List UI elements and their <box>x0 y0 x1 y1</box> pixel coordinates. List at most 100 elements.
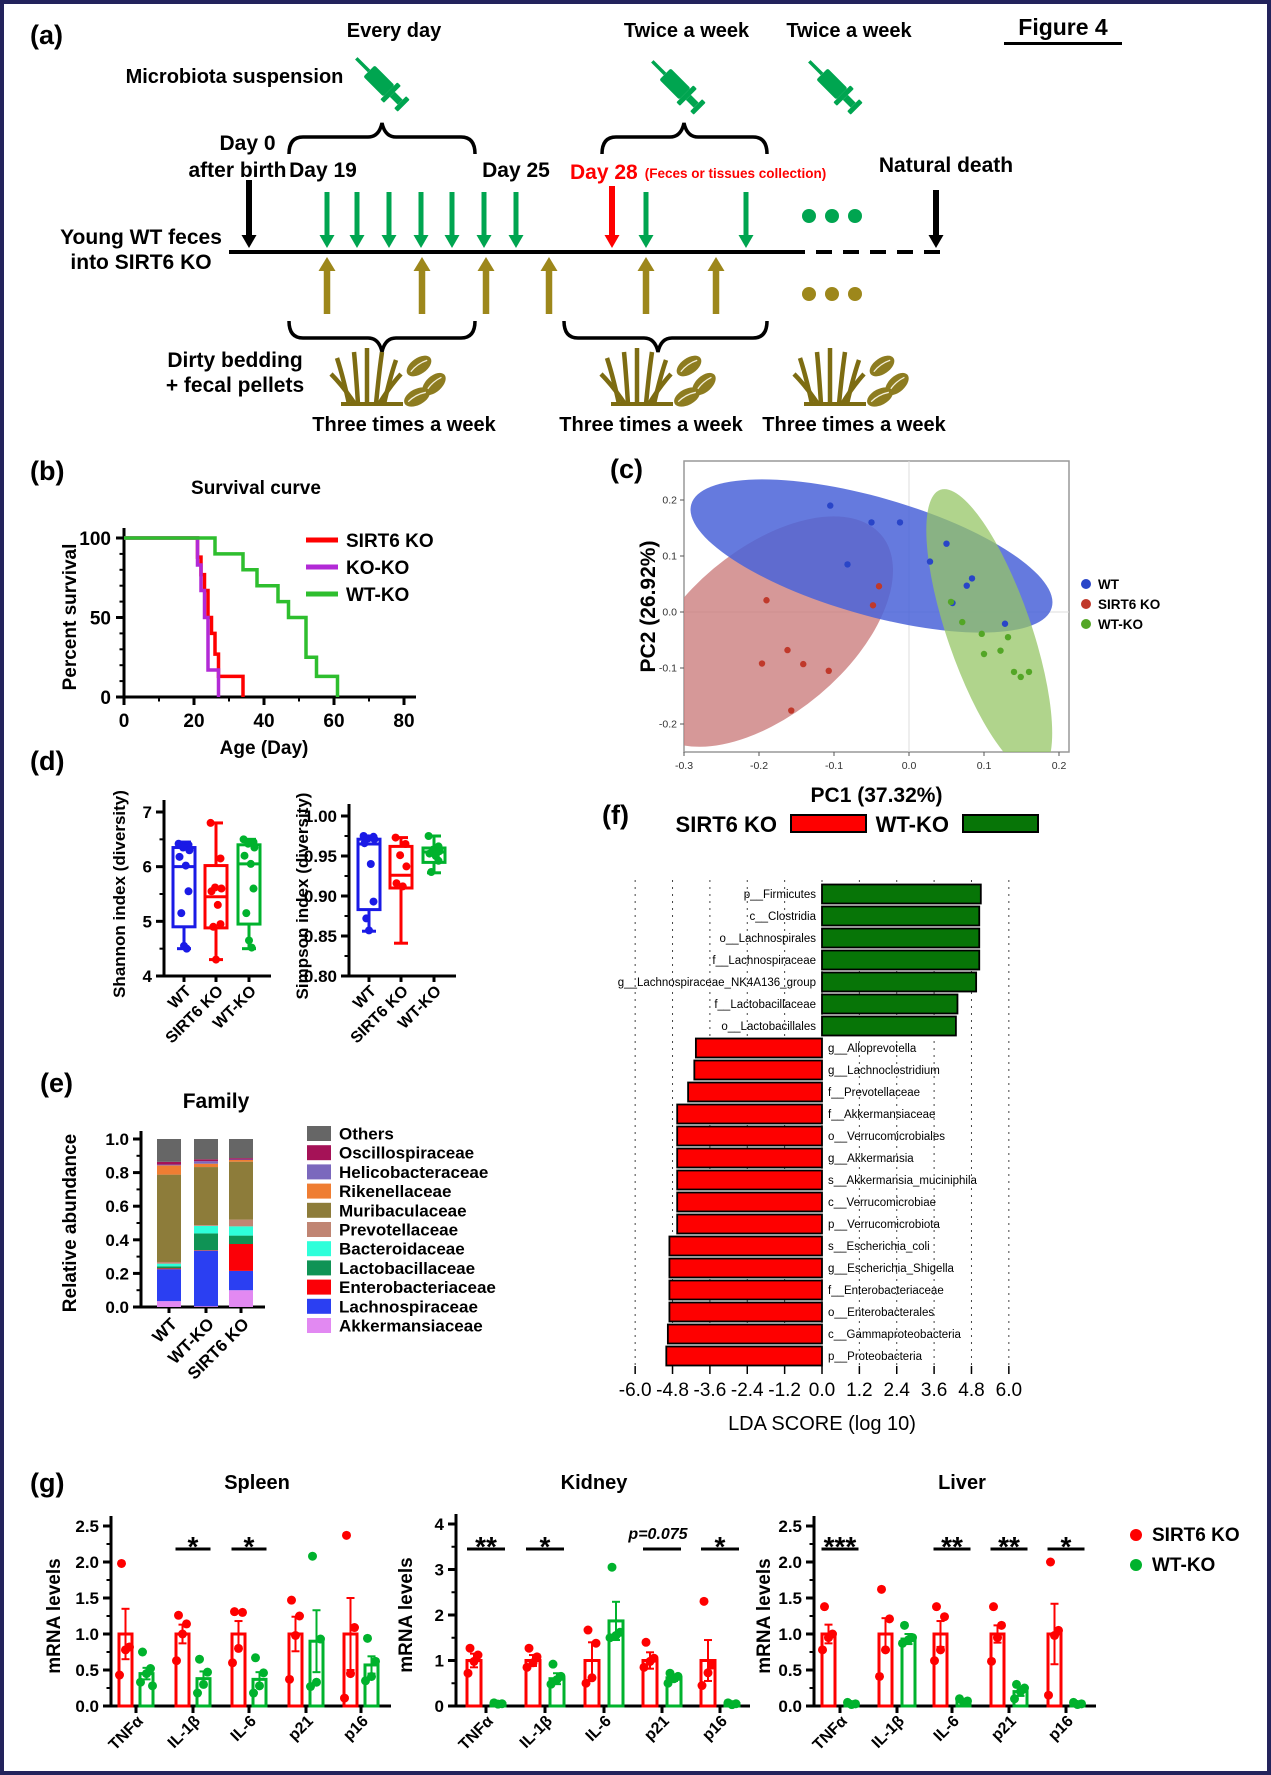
dirty-bedding-label: Dirty bedding + fecal pellets <box>165 349 305 397</box>
pca-legend-item: SIRT6 KO <box>1098 597 1160 612</box>
lda-bar <box>676 1191 823 1213</box>
down-arrow-icon <box>476 235 492 248</box>
svg-text:0.90: 0.90 <box>304 887 337 906</box>
g-legend-item: SIRT6 KO <box>1152 1525 1240 1546</box>
svg-text:0.5: 0.5 <box>778 1661 802 1680</box>
svg-text:0.80: 0.80 <box>304 967 337 986</box>
svg-text:p16: p16 <box>1045 1713 1077 1745</box>
svg-text:5: 5 <box>143 912 152 931</box>
up-arrow-icon <box>540 257 558 271</box>
family-legend-item: Muribaculaceae <box>339 1201 467 1220</box>
survival-series-ko-ko <box>124 536 221 697</box>
svg-text:1.5: 1.5 <box>75 1589 99 1608</box>
sig-stars: *** <box>824 1531 857 1562</box>
sig-stars: ** <box>941 1531 963 1562</box>
survival-legend-item: WT-KO <box>346 585 409 606</box>
lda-bar-label: f__Lactobacillaceae <box>714 999 816 1011</box>
svg-text:p21: p21 <box>641 1713 673 1745</box>
lda-bar-label: p__Firmicutes <box>744 889 816 901</box>
brace <box>600 122 769 155</box>
lda-bar-label: c__Clostridia <box>750 911 817 923</box>
svg-text:-0.3: -0.3 <box>675 760 693 772</box>
continuation-dot <box>825 287 839 301</box>
syringe-icon <box>651 60 706 115</box>
svg-text:0.0: 0.0 <box>105 1298 129 1317</box>
lda-bar <box>676 1103 823 1125</box>
svg-text:20: 20 <box>183 711 204 732</box>
bar <box>989 1632 1006 1708</box>
svg-text:3.6: 3.6 <box>921 1380 947 1401</box>
lda-bar <box>665 1345 823 1367</box>
lda-bar-label: g__Lachnospiraceae_NK4A136_group <box>618 977 816 989</box>
svg-text:-3.6: -3.6 <box>694 1380 727 1401</box>
bar <box>820 1632 837 1708</box>
lda-bar-label: o__Enterobacterales <box>828 1307 934 1319</box>
g-legend-item: WT-KO <box>1152 1555 1215 1576</box>
family-legend-item: Rikenellaceae <box>339 1182 451 1201</box>
lda-bar-label: g__Lachnoclostridium <box>828 1065 940 1077</box>
lda-bar <box>666 1323 823 1345</box>
box-ylabel: Shannon index (diversity) <box>110 790 129 998</box>
lda-bar-label: g__Escherichia_Shigella <box>828 1263 955 1275</box>
panel-f-label: (f) <box>602 800 629 830</box>
survival-series-sirt6-ko <box>124 536 245 697</box>
panel-b-label: (b) <box>30 456 65 486</box>
down-arrow-icon <box>319 235 335 248</box>
every-day-label: Every day <box>346 20 442 42</box>
day28-label-row: Day 28 (Feces or tissues collection) <box>570 161 826 185</box>
lda-bar <box>693 1059 823 1081</box>
brace <box>562 320 769 353</box>
svg-text:4.8: 4.8 <box>958 1380 984 1401</box>
svg-text:1.5: 1.5 <box>778 1589 802 1608</box>
three-times-label-2: Three times a week <box>559 414 743 436</box>
lda-bar-label: o__Verrucomicrobiales <box>828 1131 945 1143</box>
svg-text:TNFα: TNFα <box>106 1713 147 1754</box>
lda-bar <box>668 1301 823 1323</box>
svg-text:IL-6: IL-6 <box>228 1713 260 1745</box>
svg-text:50: 50 <box>90 609 111 630</box>
svg-text:-2.4: -2.4 <box>731 1380 764 1401</box>
svg-text:0.2: 0.2 <box>105 1264 129 1283</box>
panel-e-label: (e) <box>40 1068 73 1098</box>
svg-text:p21: p21 <box>988 1713 1020 1745</box>
svg-text:-0.1: -0.1 <box>659 663 677 675</box>
family-legend-item: Lactobacillaceae <box>339 1259 475 1278</box>
bar <box>900 1637 917 1708</box>
svg-text:40: 40 <box>253 711 274 732</box>
lda-bar <box>821 993 959 1015</box>
continuation-dot <box>802 287 816 301</box>
syringe-icon <box>808 60 863 115</box>
svg-text:0.85: 0.85 <box>304 927 337 946</box>
svg-text:2: 2 <box>435 1606 444 1625</box>
after-birth-label: after birth <box>188 159 287 182</box>
lda-bar-label: c__Gammaproteobacteria <box>828 1329 962 1341</box>
lda-bar-label: f__Enterobacteriaceae <box>828 1285 944 1297</box>
lda-bar-label: o__Lachnospirales <box>719 933 816 945</box>
box-ylabel: Simpson index (diversity) <box>293 793 312 1000</box>
svg-text:0: 0 <box>119 711 130 732</box>
day25-label: Day 25 <box>482 159 550 182</box>
figure-title: Figure 4 <box>1004 14 1122 45</box>
svg-text:-0.2: -0.2 <box>750 760 768 772</box>
panel-a-label: (a) <box>30 20 63 50</box>
down-arrow-icon <box>349 235 365 248</box>
pca-plot: 0.2 0.1 0.0 -0.1 -0.2 -0.3 -0.2 -0.1 0.0 0.1 0.2 PC… <box>637 460 1160 807</box>
svg-text:0.6: 0.6 <box>105 1197 129 1216</box>
lda-bar-label: g__Akkermansia <box>828 1153 914 1165</box>
svg-text:p16: p16 <box>340 1713 372 1745</box>
pca-ellipse-wt-ko <box>926 489 1053 752</box>
lda-bar <box>668 1279 823 1301</box>
svg-text:6.0: 6.0 <box>996 1380 1022 1401</box>
svg-text:4: 4 <box>143 967 153 986</box>
lda-bar <box>821 927 981 949</box>
lda-bar-label: f__Prevotellaceae <box>828 1087 920 1099</box>
svg-text:2.0: 2.0 <box>75 1553 99 1572</box>
panel-d-label: (d) <box>30 746 65 776</box>
three-times-label-3: Three times a week <box>762 414 946 436</box>
svg-text:-0.1: -0.1 <box>825 760 843 772</box>
lda-bar <box>676 1213 823 1235</box>
twice-a-week-label-2: Twice a week <box>786 20 912 42</box>
continuation-dot <box>848 287 862 301</box>
svg-text:2.5: 2.5 <box>778 1517 802 1536</box>
